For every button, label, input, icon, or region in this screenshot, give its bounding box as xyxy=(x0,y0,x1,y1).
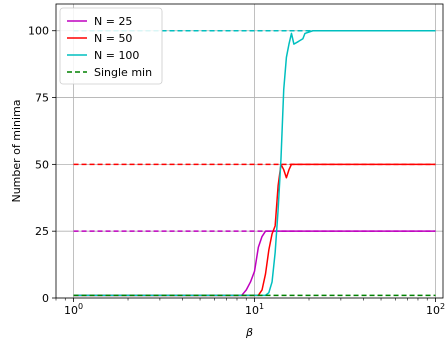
x-axis-ticks: 100 101 102 xyxy=(55,298,445,317)
y-tick-label: 50 xyxy=(35,158,49,171)
legend-label: N = 25 xyxy=(94,15,132,28)
legend: N = 25 N = 50 N = 100 Single min xyxy=(59,7,163,85)
series-layer xyxy=(73,29,436,297)
y-tick-label: 25 xyxy=(35,225,49,238)
y-tick-label: 0 xyxy=(42,292,49,305)
series-line xyxy=(73,230,436,297)
legend-box xyxy=(59,7,163,85)
y-axis-ticks: 0 25 50 75 100 xyxy=(28,25,56,305)
x-tick-label: 102 xyxy=(426,302,445,317)
x-axis-label: β xyxy=(245,326,253,339)
x-tick-label: 100 xyxy=(64,302,83,317)
series-line xyxy=(73,29,436,297)
x-tick-label-base: 10 xyxy=(426,304,440,317)
legend-label: N = 50 xyxy=(94,32,132,45)
x-tick-label-base: 10 xyxy=(64,304,78,317)
y-tick-label: 75 xyxy=(35,92,49,105)
x-tick-label-exponent: 2 xyxy=(440,302,445,311)
x-tick-label: 101 xyxy=(245,302,264,317)
x-tick-label-exponent: 0 xyxy=(78,302,83,311)
x-tick-label-exponent: 1 xyxy=(259,302,264,311)
legend-label: N = 100 xyxy=(94,49,139,62)
legend-label: Single min xyxy=(94,66,152,79)
plot-frame xyxy=(55,3,444,299)
y-axis-label: Number of minima xyxy=(10,99,23,202)
y-tick-label: 100 xyxy=(28,25,49,38)
x-tick-label-base: 10 xyxy=(245,304,259,317)
